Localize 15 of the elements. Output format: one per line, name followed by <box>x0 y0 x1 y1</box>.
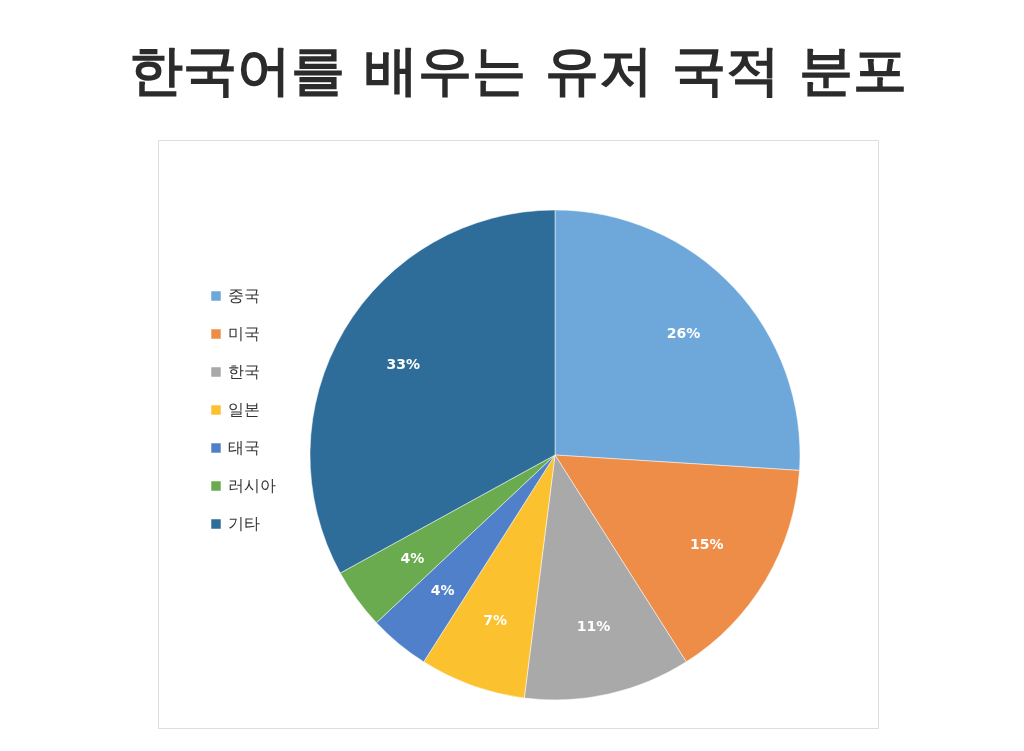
data-label: 33% <box>386 356 420 373</box>
data-label: 15% <box>690 535 724 552</box>
legend-label: 중국 <box>228 286 260 305</box>
data-label: 11% <box>576 618 611 635</box>
legend-label: 일본 <box>228 400 260 419</box>
chart-title: 한국어를 배우는 유저 국적 분포 <box>129 39 907 102</box>
legend-label: 태국 <box>228 438 260 457</box>
legend-label: 한국 <box>228 362 260 381</box>
legend-label: 미국 <box>228 324 260 343</box>
data-label: 4% <box>400 549 425 566</box>
data-label: 7% <box>483 611 508 628</box>
legend-label: 기타 <box>228 514 260 533</box>
legend-label: 러시아 <box>228 476 276 495</box>
data-label: 4% <box>430 581 455 598</box>
data-label: 26% <box>666 325 701 342</box>
